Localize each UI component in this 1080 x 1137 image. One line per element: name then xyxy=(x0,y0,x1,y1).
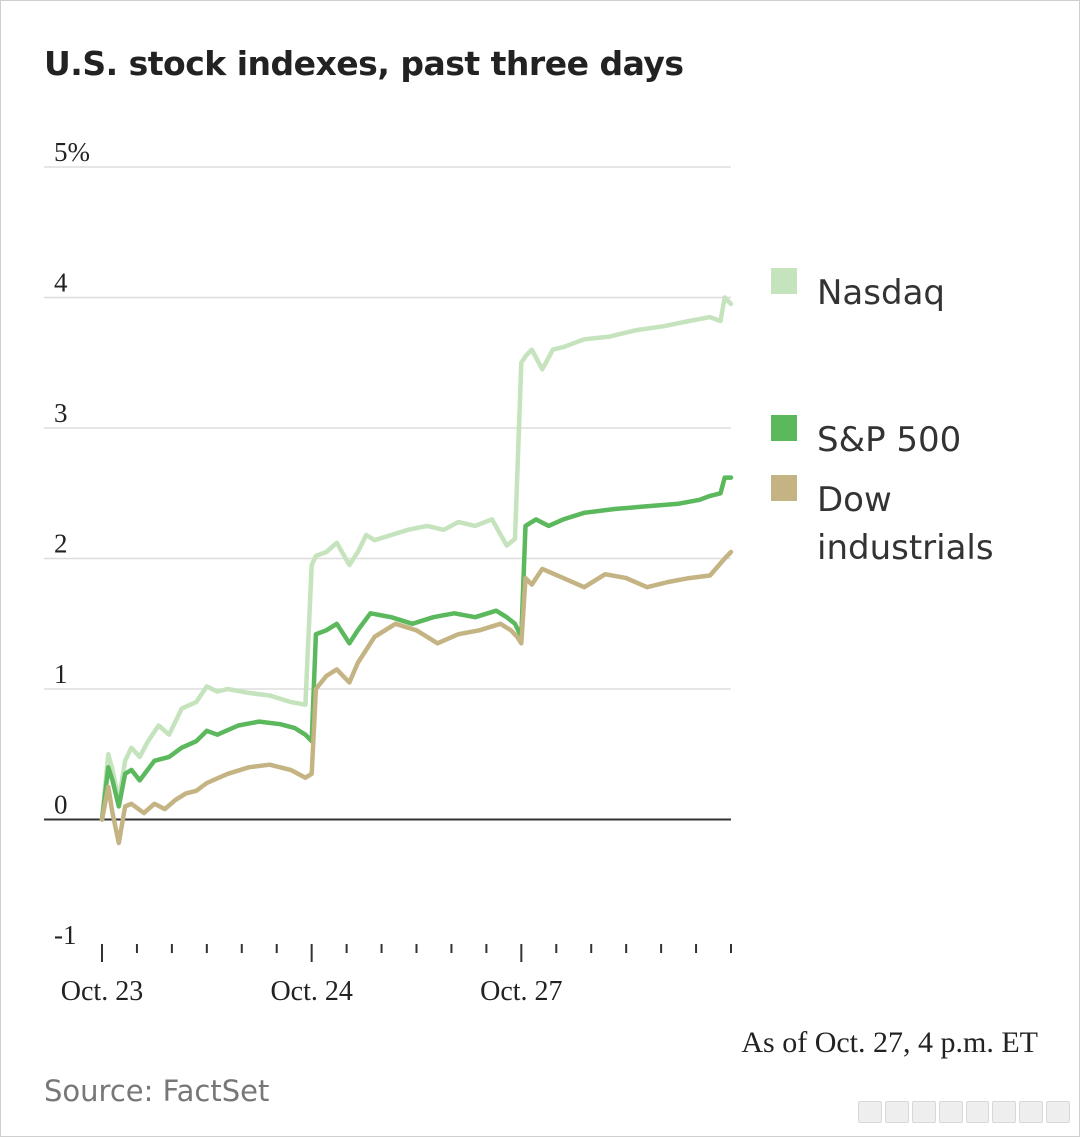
legend-label: Nasdaq xyxy=(817,273,945,313)
chart-title: U.S. stock indexes, past three days xyxy=(44,44,684,83)
series-line-dow-industrials xyxy=(99,549,734,846)
y-tick-label: 5% xyxy=(54,137,90,167)
legend-swatch xyxy=(771,268,797,294)
y-axis: 5% 4 3 2 1 0 -1 xyxy=(54,137,90,950)
y-tick-label: 0 xyxy=(54,790,68,820)
legend-label: S&P 500 xyxy=(817,420,961,460)
y-tick-label: -1 xyxy=(54,920,77,950)
x-tick-label: Oct. 23 xyxy=(61,976,143,1007)
series-line-nasdaq xyxy=(99,295,734,822)
plot-series xyxy=(99,295,734,846)
legend-swatch xyxy=(771,475,797,501)
y-tick-label: 1 xyxy=(54,659,68,689)
y-tick-label: 2 xyxy=(54,529,68,559)
x-tick-label: Oct. 24 xyxy=(270,976,352,1007)
x-axis: Oct. 23 Oct. 24 Oct. 27 xyxy=(61,944,732,1007)
y-tick-label: 4 xyxy=(54,268,68,298)
legend-label: Dow xyxy=(817,480,892,520)
source-note: Source: FactSet xyxy=(44,1074,270,1108)
legend-label: industrials xyxy=(817,528,994,568)
legend: Nasdaq S&P 500 Dow industrials xyxy=(771,268,994,568)
legend-swatch xyxy=(771,415,797,441)
x-tick-label: Oct. 27 xyxy=(480,976,562,1007)
y-tick-label: 3 xyxy=(54,398,68,428)
watermark xyxy=(858,1101,1070,1123)
as-of-note: As of Oct. 27, 4 p.m. ET xyxy=(741,1026,1038,1059)
series-line-s-p-500 xyxy=(99,475,734,822)
grid-lines xyxy=(44,166,731,821)
